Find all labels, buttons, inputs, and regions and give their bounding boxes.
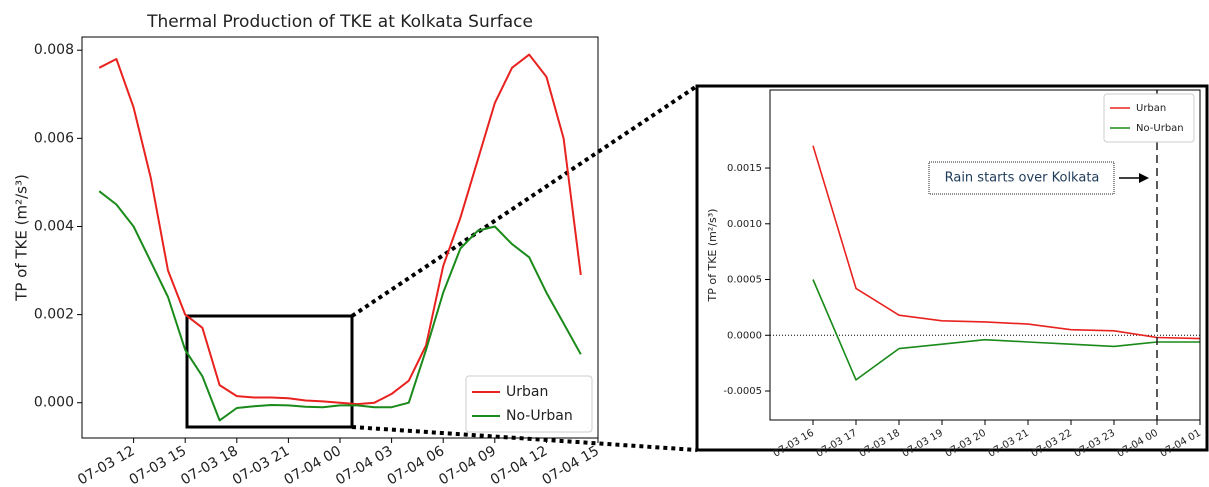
x-tick-label: 07-03 21 xyxy=(987,428,1031,460)
legend-label: No-Urban xyxy=(506,408,573,424)
x-tick-label: 07-04 06 xyxy=(385,443,448,487)
chart-title: Thermal Production of TKE at Kolkata Sur… xyxy=(146,12,533,32)
x-tick-label: 07-04 01 xyxy=(1159,428,1203,460)
series-line xyxy=(98,53,582,406)
annotation: Rain starts over Kolkata xyxy=(945,171,1100,186)
legend-box xyxy=(1103,93,1195,143)
x-tick-label: 07-03 18 xyxy=(178,443,241,487)
x-tick-label: 07-03 23 xyxy=(1073,428,1117,460)
y-axis-label: TP of TKE (m²/s³) xyxy=(13,174,31,302)
x-tick-label: 07-03 17 xyxy=(815,428,859,460)
x-tick-label: 07-03 21 xyxy=(230,443,293,487)
y-tick-label: 0.0010 xyxy=(727,219,762,230)
inset-frame xyxy=(695,84,1209,452)
zoom-connector xyxy=(350,84,699,318)
y-tick-label: 0.008 xyxy=(34,42,74,58)
y-tick-label: 0.000 xyxy=(34,395,74,411)
y-tick-label: 0.006 xyxy=(34,130,74,146)
legend-box xyxy=(465,375,593,433)
annotation-box xyxy=(928,161,1115,195)
y-tick-label: 0.0005 xyxy=(727,275,762,286)
y-tick-label: -0.0005 xyxy=(723,386,762,397)
legend-label: Urban xyxy=(1136,103,1166,114)
x-tick-label: 07-04 15 xyxy=(539,443,602,487)
series-line xyxy=(812,145,1201,340)
plot-frame xyxy=(81,36,599,439)
zoom-connector xyxy=(351,425,698,452)
x-tick-label: 07-03 19 xyxy=(901,428,945,460)
x-tick-label: 07-03 20 xyxy=(944,428,988,460)
series-line xyxy=(98,190,582,422)
x-tick-label: 07-03 16 xyxy=(772,428,816,460)
y-tick-label: 0.002 xyxy=(34,307,74,323)
x-tick-label: 07-03 18 xyxy=(858,428,902,460)
x-tick-label: 07-03 22 xyxy=(1030,428,1074,460)
annotation-arrowhead xyxy=(1139,173,1149,183)
x-tick-label: 07-04 12 xyxy=(488,443,551,487)
legend-label: Urban xyxy=(506,384,548,400)
x-tick-label: 07-04 00 xyxy=(1116,428,1160,460)
y-axis-label: TP of TKE (m²/s³) xyxy=(706,209,719,303)
series-line xyxy=(812,279,1200,381)
x-tick-label: 07-03 15 xyxy=(127,443,190,487)
x-tick-label: 07-04 03 xyxy=(333,443,396,487)
y-tick-label: 0.0015 xyxy=(727,163,762,174)
zoom-box xyxy=(185,314,354,429)
x-tick-label: 07-04 09 xyxy=(436,443,499,487)
plot-frame xyxy=(769,89,1201,421)
legend-label: No-Urban xyxy=(1136,123,1184,134)
y-tick-label: 0.0000 xyxy=(727,330,762,341)
x-tick-label: 07-04 00 xyxy=(281,443,344,487)
x-tick-label: 07-03 12 xyxy=(75,443,138,487)
y-tick-label: 0.004 xyxy=(34,218,74,234)
